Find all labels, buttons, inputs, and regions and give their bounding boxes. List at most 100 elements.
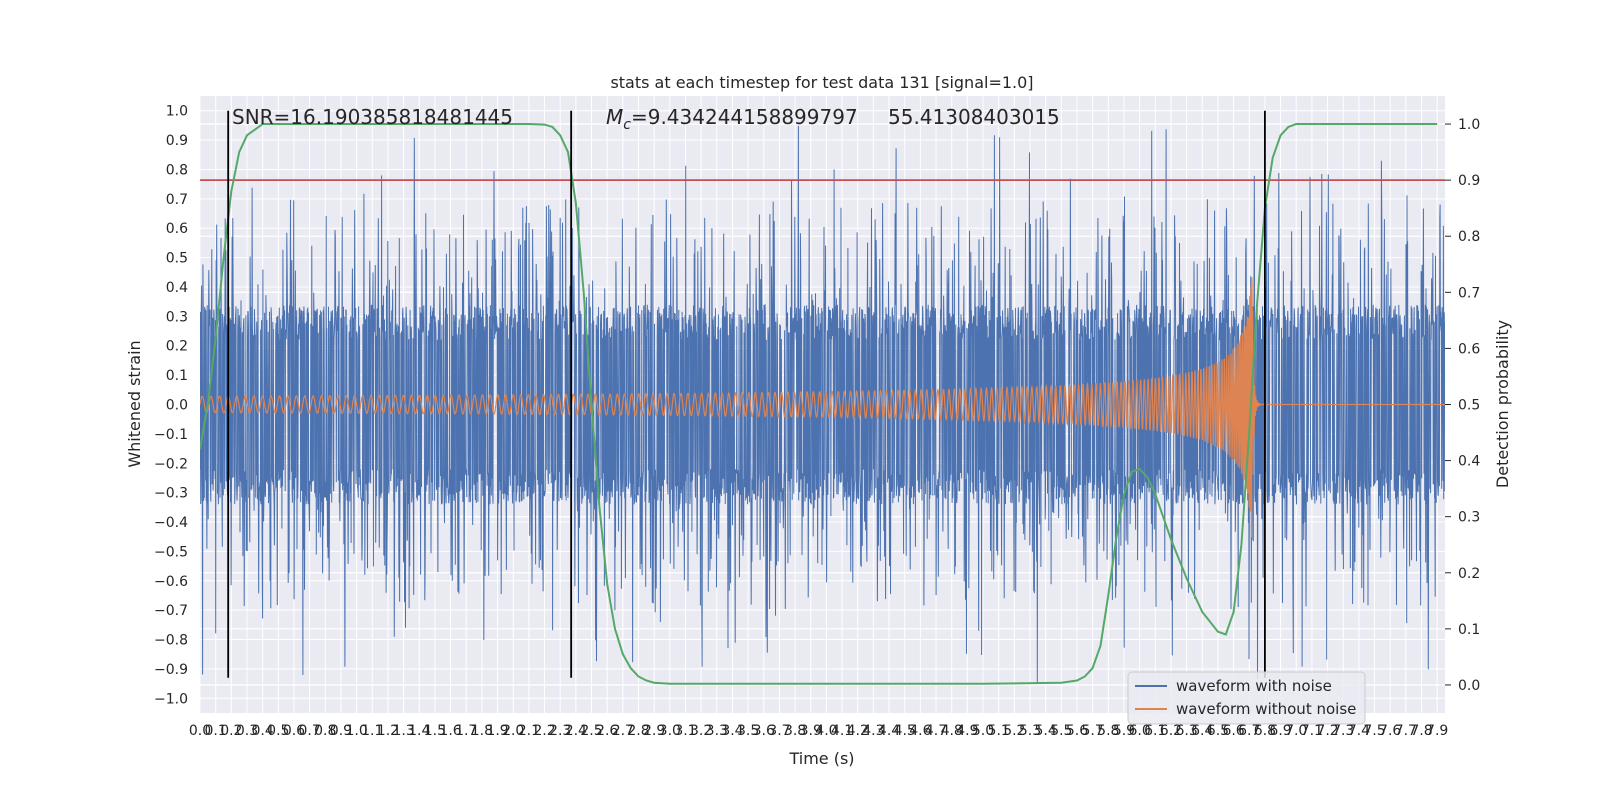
x-tick-label: 3.6 [753, 723, 775, 739]
y-axis-label-left: Whitened strain [125, 340, 144, 467]
x-tick-label: 7.6 [1379, 723, 1401, 739]
x-tick-label: 2.5 [580, 723, 602, 739]
x-tick-label: 6.4 [1191, 723, 1213, 739]
x-tick-label: 6.5 [1207, 723, 1229, 739]
marker-lines [227, 110, 1266, 678]
x-tick-label: 0.1 [205, 723, 227, 739]
y-tick-label-left: −0.1 [154, 427, 188, 443]
x-tick-label: 2.9 [643, 723, 665, 739]
y-tick-label-left: 0.3 [166, 309, 188, 325]
chirp-mass-symbol: M [606, 105, 623, 129]
x-tick-label: 1.4 [408, 723, 430, 739]
y-tick-label-left: −0.6 [154, 574, 188, 590]
detection-probability-line [200, 123, 1438, 685]
legend-label-clean: waveform without noise [1176, 700, 1356, 718]
x-tick-label: 1.1 [361, 723, 383, 739]
x-tick-label: 2.0 [502, 723, 524, 739]
snr-annotation: SNR=16.190385818481445 [232, 105, 513, 129]
legend: waveform with noise waveform without noi… [1127, 671, 1366, 725]
x-tick-label: 5.9 [1113, 723, 1135, 739]
chart-title: stats at each timestep for test data 131… [610, 73, 1033, 92]
y-tick-label-left: 0.8 [166, 162, 188, 178]
x-tick-label: 7.4 [1348, 723, 1370, 739]
y-tick-label-right: 0.1 [1458, 622, 1480, 638]
x-tick-label: 2.2 [533, 723, 555, 739]
x-tick-label: 6.2 [1160, 723, 1182, 739]
x-tick-label: 6.3 [1175, 723, 1197, 739]
x-tick-label: 2.6 [596, 723, 618, 739]
x-tick-label: 0.9 [330, 723, 352, 739]
x-tick-label: 5.0 [972, 723, 994, 739]
x-tick-label: 4.9 [956, 723, 978, 739]
overlapping-annotation: 55.41308403015 [888, 105, 1060, 129]
legend-label-noise: waveform with noise [1176, 677, 1332, 695]
y-tick-label-left: 0.2 [166, 339, 188, 355]
x-tick-label: 3.1 [674, 723, 696, 739]
x-tick-label: 5.8 [1097, 723, 1119, 739]
y-tick-label-left: −0.2 [154, 456, 188, 472]
x-tick-label: 5.5 [1050, 723, 1072, 739]
chirp-mass-subscript: c [623, 117, 631, 133]
x-tick-label: 3.0 [659, 723, 681, 739]
y-tick-label-right: 0.9 [1458, 173, 1480, 189]
y-tick-label-left: 0.6 [166, 221, 188, 237]
x-tick-label: 3.5 [737, 723, 759, 739]
x-tick-label: 7.9 [1426, 723, 1448, 739]
x-tick-label: 4.8 [941, 723, 963, 739]
y-tick-label-left: 0.0 [166, 398, 188, 414]
y-tick-label-left: 1.0 [166, 104, 188, 120]
x-tick-label: 6.6 [1222, 723, 1244, 739]
axis-ticks: 0.00.10.20.30.40.50.60.70.80.91.01.11.21… [154, 104, 1480, 739]
y-tick-label-left: 0.9 [166, 133, 188, 149]
x-tick-label: 1.8 [471, 723, 493, 739]
x-tick-label: 2.4 [565, 723, 587, 739]
x-tick-label: 3.7 [768, 723, 790, 739]
legend-box [1127, 671, 1366, 725]
x-tick-label: 1.3 [392, 723, 414, 739]
x-tick-label: 0.8 [314, 723, 336, 739]
x-tick-label: 2.1 [518, 723, 540, 739]
x-tick-label: 1.2 [377, 723, 399, 739]
x-tick-label: 6.8 [1254, 723, 1276, 739]
x-tick-label: 5.7 [1082, 723, 1104, 739]
y-tick-label-left: 0.5 [166, 251, 188, 267]
x-tick-label: 4.0 [815, 723, 837, 739]
y-tick-label-left: −0.3 [154, 486, 188, 502]
y-tick-label-right: 0.4 [1458, 454, 1480, 470]
x-tick-label: 6.9 [1269, 723, 1291, 739]
y-tick-label-right: 0.2 [1458, 566, 1480, 582]
x-axis-label: Time (s) [788, 749, 854, 768]
y-tick-label-right: 0.3 [1458, 510, 1480, 526]
x-tick-label: 6.1 [1144, 723, 1166, 739]
x-tick-label: 0.0 [189, 723, 211, 739]
y-tick-label-left: −0.8 [154, 633, 188, 649]
y-tick-label-right: 1.0 [1458, 117, 1480, 133]
x-tick-label: 2.7 [612, 723, 634, 739]
x-tick-label: 5.4 [1035, 723, 1057, 739]
y-tick-label-left: 0.1 [166, 368, 188, 384]
x-tick-label: 1.7 [455, 723, 477, 739]
x-tick-label: 1.9 [486, 723, 508, 739]
x-tick-label: 4.6 [909, 723, 931, 739]
x-tick-label: 4.2 [847, 723, 869, 739]
x-tick-label: 4.5 [894, 723, 916, 739]
clean-waveform-line [200, 277, 1445, 538]
y-tick-label-left: 0.7 [166, 192, 188, 208]
x-tick-label: 7.8 [1410, 723, 1432, 739]
y-tick-label-right: 0.5 [1458, 398, 1480, 414]
x-tick-label: 3.8 [784, 723, 806, 739]
y-tick-label-left: −0.7 [154, 603, 188, 619]
y-tick-label-left: −0.9 [154, 662, 188, 678]
x-tick-label: 3.3 [706, 723, 728, 739]
x-tick-label: 7.0 [1285, 723, 1307, 739]
y-tick-label-left: −0.5 [154, 544, 188, 560]
x-tick-label: 1.0 [345, 723, 367, 739]
x-tick-label: 5.1 [988, 723, 1010, 739]
x-tick-label: 7.2 [1316, 723, 1338, 739]
x-tick-label: 5.2 [1003, 723, 1025, 739]
chirp-mass-value: =9.434244158899797 [631, 105, 858, 129]
x-tick-label: 1.6 [439, 723, 461, 739]
x-tick-label: 5.3 [1019, 723, 1041, 739]
x-tick-label: 4.3 [862, 723, 884, 739]
